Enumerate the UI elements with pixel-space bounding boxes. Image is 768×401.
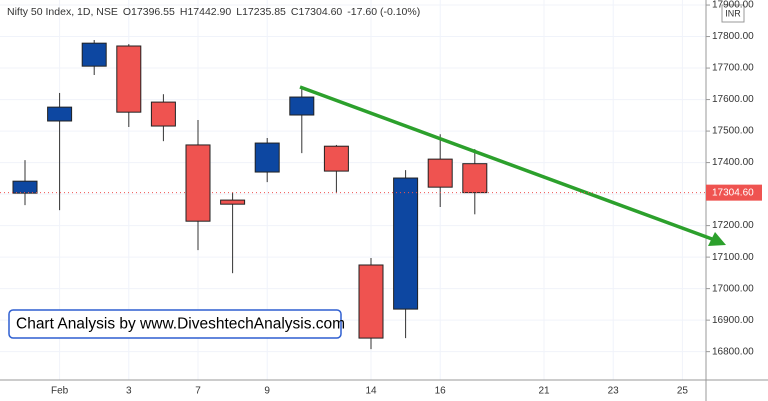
y-tick-label: 17600.00 bbox=[712, 94, 754, 105]
candle-body bbox=[12, 180, 38, 194]
currency: INR bbox=[725, 8, 741, 18]
trend-arrowhead bbox=[708, 232, 726, 246]
candle-body bbox=[427, 158, 453, 188]
x-tick-label: 16 bbox=[435, 386, 447, 397]
candle-body bbox=[150, 101, 176, 127]
candle-body bbox=[289, 96, 315, 116]
x-tick-label: 3 bbox=[126, 386, 132, 397]
candle-body bbox=[393, 177, 419, 310]
x-tick-label: 23 bbox=[608, 386, 620, 397]
last-price-label: 17304.60 bbox=[712, 187, 754, 198]
candle-body bbox=[116, 45, 142, 113]
y-tick-label: 17100.00 bbox=[712, 252, 754, 263]
legend: Nifty 50 Index, 1D, NSE O17396.55 H17442.9… bbox=[7, 6, 420, 18]
y-tick-label: 16800.00 bbox=[712, 346, 754, 357]
candle-body bbox=[185, 144, 211, 222]
legend-high: H17442.90 bbox=[180, 6, 232, 18]
annotation-box bbox=[8, 309, 342, 339]
y-tick-label: 17700.00 bbox=[712, 63, 754, 74]
y-tick-label: 17200.00 bbox=[712, 220, 754, 231]
candle-body bbox=[358, 264, 384, 339]
x-tick-label: 21 bbox=[538, 386, 550, 397]
candle-body bbox=[323, 145, 349, 172]
annotation: Chart Analysis by www.DiveshtechAnalysis… bbox=[16, 316, 345, 333]
candle-body bbox=[462, 163, 488, 194]
candle-body bbox=[81, 42, 107, 67]
legend-change: -17.60 (-0.10%) bbox=[347, 6, 420, 18]
trend-line bbox=[299, 85, 713, 241]
candle-body bbox=[47, 106, 73, 122]
x-tick-label: 7 bbox=[195, 386, 201, 397]
legend-open: O17396.55 bbox=[123, 6, 175, 18]
y-tick-label: 17800.00 bbox=[712, 31, 754, 42]
candle-body bbox=[254, 142, 280, 173]
x-tick-label: 25 bbox=[677, 386, 689, 397]
candle-body bbox=[220, 199, 246, 205]
x-tick-label: 9 bbox=[264, 386, 270, 397]
y-tick-label: 17500.00 bbox=[712, 126, 754, 137]
candles bbox=[12, 40, 488, 350]
y-tick-label: 17900.00 bbox=[712, 0, 754, 11]
y-tick-label: 16900.00 bbox=[712, 315, 754, 326]
legend-close: C17304.60 bbox=[291, 6, 343, 18]
currency-box bbox=[721, 4, 745, 23]
y-tick-label: 17000.00 bbox=[712, 283, 754, 294]
x-tick-label: 14 bbox=[365, 386, 377, 397]
y-tick-label: 17400.00 bbox=[712, 157, 754, 168]
legend-low: L17235.85 bbox=[236, 6, 286, 18]
last-price-box bbox=[706, 184, 762, 201]
x-tick-label: Feb bbox=[51, 386, 69, 397]
legend-symbol: Nifty 50 Index, 1D, NSE bbox=[7, 6, 118, 18]
